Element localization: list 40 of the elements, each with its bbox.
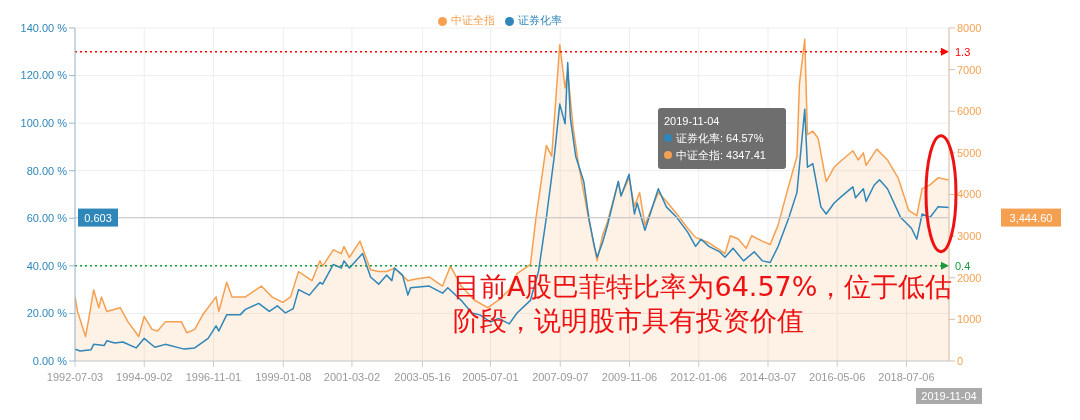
x-tick-label: 2018-07-06 xyxy=(878,371,935,383)
x-tick-label: 2003-05-16 xyxy=(394,371,451,383)
y2-tick-label: 5000 xyxy=(957,146,982,159)
x-tick-label: 2012-01-06 xyxy=(670,371,727,383)
ref-line-label: 0.603 xyxy=(84,211,112,224)
x-tick-label: 2005-07-01 xyxy=(462,371,519,383)
annotation: 证券化率: 64.57% xyxy=(675,131,765,146)
y2-tick-label: 3000 xyxy=(957,230,982,243)
text: 3,444.60 xyxy=(1009,211,1053,224)
text: 2019-11-04 xyxy=(916,388,982,404)
y-tick-label: 120.00 % xyxy=(20,69,68,82)
y2-tick-label: 2000 xyxy=(957,271,982,284)
y2-tick-label: 7000 xyxy=(957,63,982,76)
y-tick-label: 40.00 % xyxy=(26,259,68,272)
y-tick-label: 0.00 % xyxy=(32,354,68,367)
legend-label: 中证全指 xyxy=(451,14,495,26)
y-tick-label: 60.00 % xyxy=(26,212,68,225)
x-tick-label: 1996-11-01 xyxy=(185,371,242,383)
x-tick-label: 1994-09-02 xyxy=(116,371,173,383)
ref-line-label: 0.4 xyxy=(955,259,971,272)
x-tick-label: 2001-03-02 xyxy=(323,371,381,383)
x-tick-label: 2009-11-06 xyxy=(601,371,658,383)
x-tick-label: 1992-07-03 xyxy=(46,371,104,383)
y2-tick-label: 8000 xyxy=(957,21,982,34)
y2-tick-label: 1000 xyxy=(957,313,982,326)
x-tick-label: 2014-03-07 xyxy=(739,371,797,383)
y2-tick-label: 4000 xyxy=(957,188,982,201)
y-tick-label: 20.00 % xyxy=(26,307,68,320)
y2-tick-label: 6000 xyxy=(957,105,982,118)
y2-tick-label: 0 xyxy=(957,354,964,367)
legend-label: 证券化率 xyxy=(518,14,562,26)
y-tick-label: 80.00 % xyxy=(26,164,68,177)
x-tick-label: 2016-05-06 xyxy=(809,371,866,383)
y-tick-label: 100.00 % xyxy=(20,117,68,130)
annotation: 2019-11-04 xyxy=(664,114,721,129)
x-tick-label: 1999-01-08 xyxy=(255,371,312,383)
y-tick-label: 140.00 % xyxy=(20,21,68,34)
annotation: 中证全指: 4347.41 xyxy=(675,148,767,163)
x-tick-label: 2007-09-07 xyxy=(532,371,589,383)
ref-line-label: 1.3 xyxy=(955,45,971,58)
